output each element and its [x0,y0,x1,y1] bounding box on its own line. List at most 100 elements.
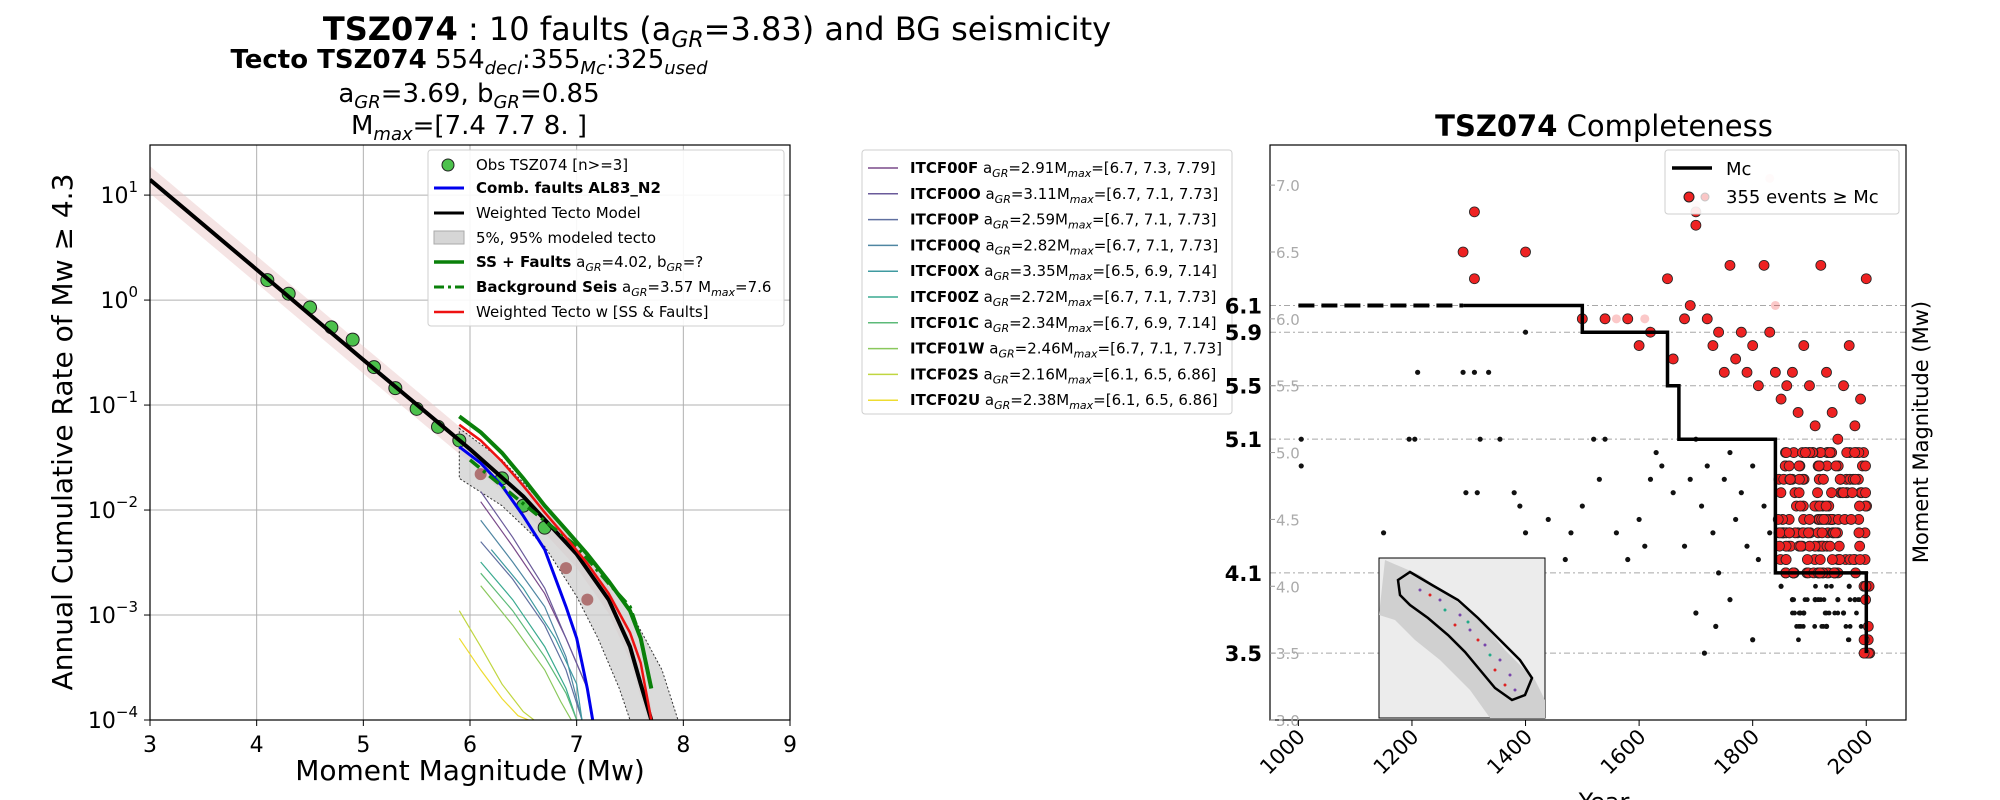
event-below-mc [1380,530,1387,536]
event-below-mc [1681,543,1688,549]
svg-text:Weighted Tecto w [SS & Faults]: Weighted Tecto w [SS & Faults] [476,303,709,321]
event-above-mc [1809,420,1821,432]
event-above-mc [1783,527,1795,539]
event-below-mc [1406,436,1412,442]
event-below-mc [1602,436,1608,442]
legend-item-wtsf: Weighted Tecto w [SS & Faults] [434,303,709,321]
svg-text:Obs TSZ074 [n>=3]: Obs TSZ074 [n>=3] [476,156,628,174]
event-below-mc [1415,369,1421,375]
fault-curve [458,610,535,720]
event-above-mc [1599,313,1611,325]
event-above-mc [1845,514,1857,525]
event-above-mc [1724,259,1736,271]
event-above-mc [1818,514,1830,525]
event-above-mc [1824,540,1836,552]
mc-level-label: 4.1 [1225,562,1262,586]
event-above-mc [1457,246,1469,258]
fault-legend-item: ITCF00X aGR=3.35Mmax=[6.5, 6.9, 7.14] [868,262,1217,283]
x-tick-label: 6 [463,733,477,758]
event-below-mc [1727,449,1733,456]
event-above-mc [1792,407,1804,418]
svg-text:Comb. faults AL83_N2: Comb. faults AL83_N2 [476,179,661,197]
x-tick-label: 1800 [1709,725,1764,780]
event-above-mc [1834,473,1846,485]
event-below-mc [1522,530,1529,536]
mc-level-lines [1270,304,1906,654]
fault-curve [490,549,583,720]
event-above-mc [1747,340,1759,351]
event-below-mc [1522,329,1529,335]
event-below-mc [1474,490,1480,496]
event-below-mc [1801,610,1807,616]
event-above-mc [1707,340,1719,351]
event-below-mc [1761,503,1767,509]
series-line [458,423,653,720]
event-above-mc [1815,259,1827,271]
legend-item-ss: SS + Faults aGR=4.02, bGR=? [434,253,703,274]
event-above-mc [1798,340,1810,351]
event-above-mc [1730,353,1742,365]
svg-text:5%, 95% modeled tecto: 5%, 95% modeled tecto [476,229,656,247]
event-below-mc [1847,597,1853,603]
x-tick-label: 1600 [1596,725,1651,780]
event-below-mc [1744,543,1750,549]
fault-legend-item: ITCF02S aGR=2.16Mmax=[6.1, 6.5, 6.86] [868,365,1216,386]
event-above-mc [1824,447,1836,458]
event-above-mc [1832,433,1844,445]
fault-legend-label: ITCF00F aGR=2.91Mmax=[6.7, 7.3, 7.79] [910,159,1216,180]
event-above-mc [1795,540,1807,552]
event-below-mc [1710,530,1716,536]
completeness-legend: Mc 355 events ≥ Mc [1664,149,1900,215]
figure-title: TSZ074 : 10 faults (aGR=3.83) and BG sei… [323,10,1111,53]
event-below-mc [1698,503,1705,509]
rate-plot-data [150,166,679,720]
fault-legend-label: ITCF00O aGR=3.11Mmax=[6.7, 7.1, 7.73] [910,185,1218,206]
x-tick-label: 1000 [1255,725,1310,780]
event-below-mc [1829,583,1834,589]
event-above-mc [1469,206,1480,218]
fault-legend-item: ITCF00P aGR=2.59Mmax=[6.7, 7.1, 7.73] [868,211,1216,232]
event-above-mc [1718,366,1730,378]
event-below-mc [1798,623,1804,629]
event-above-mc [1813,460,1825,472]
faded-event [1640,314,1650,324]
event-above-mc [1781,380,1793,392]
event-below-mc [1511,490,1517,496]
event-below-mc [1802,597,1808,603]
event-below-mc [1653,449,1659,456]
y-tick-label: 5.0 [1276,445,1300,463]
fault-curve [480,585,572,720]
event-above-mc [1853,527,1865,539]
event-above-mc [1838,380,1849,392]
event-below-mc [1642,543,1648,549]
y-tick-label: 10−3 [88,598,138,629]
event-below-mc [1727,597,1733,603]
y-tick-label: 5.5 [1276,378,1300,396]
event-below-mc [1755,556,1761,563]
event-above-mc [1821,366,1832,378]
event-below-mc [1687,476,1693,482]
fault-legend-label: ITCF02U aGR=2.38Mmax=[6.1, 6.5, 6.86] [910,391,1218,412]
event-above-mc [1816,527,1828,539]
event-above-mc [1622,313,1634,325]
event-above-mc [1662,273,1673,285]
event-below-mc [1497,436,1503,442]
event-below-mc [1791,597,1797,603]
event-above-mc [1775,393,1787,405]
y-tick-label: 6.0 [1276,311,1300,329]
event-below-mc [1821,597,1827,603]
event-below-mc [1486,369,1492,375]
event-above-mc [1849,420,1861,432]
event-above-mc [1679,313,1690,325]
svg-text:Background Seis aGR=3.57 Mmax=: Background Seis aGR=3.57 Mmax=7.6 [476,278,771,299]
event-below-mc [1636,516,1642,523]
event-above-mc [1826,487,1837,499]
event-below-mc [1796,637,1801,643]
event-below-mc [1477,436,1483,442]
legend-item-bg: Background Seis aGR=3.57 Mmax=7.6 [434,278,771,299]
y-tick-label: 101 [100,178,138,209]
event-below-mc [1471,369,1478,375]
series-line [468,458,654,689]
event-above-mc [1787,366,1798,378]
